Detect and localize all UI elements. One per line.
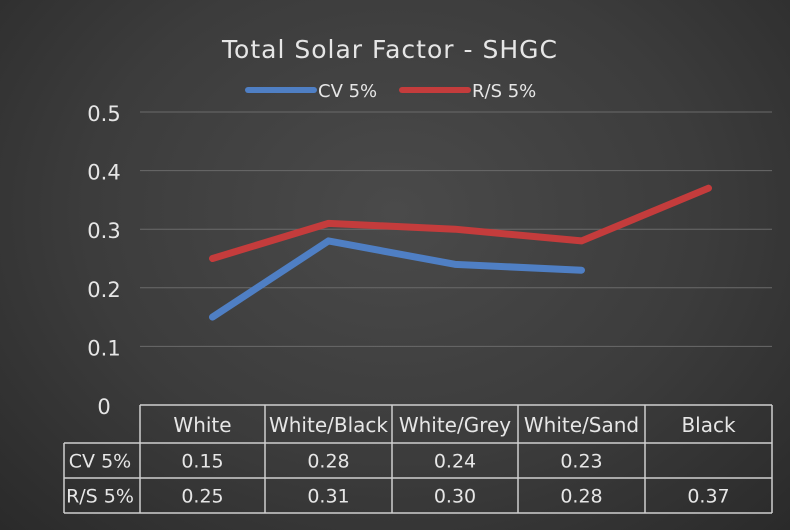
category-label: White	[173, 413, 231, 437]
table-row-label-cv-5: CV 5%	[69, 451, 131, 473]
chart-title: Total Solar Factor - SHGC	[221, 35, 558, 64]
series-line-cv-5	[209, 237, 585, 321]
y-tick-label: 0.5	[87, 102, 120, 126]
table-cell-value: 0.15	[181, 451, 223, 473]
category-label: White/Grey	[399, 413, 511, 437]
legend-label-r-s-5: R/S 5%	[472, 81, 536, 102]
series-lines	[209, 184, 712, 321]
y-tick-label: 0.4	[87, 161, 120, 185]
category-label: White/Black	[269, 413, 388, 437]
table-cell-value: 0.24	[434, 451, 476, 473]
y-axis-labels: 0 0.1 0.2 0.3 0.4 0.5	[87, 102, 120, 419]
table-cell-value: 0.28	[560, 486, 602, 508]
table-cell-value: 0.37	[687, 486, 729, 508]
legend-label-cv-5: CV 5%	[318, 81, 377, 102]
series-line-r-s-5	[209, 184, 712, 262]
table-cell-value: 0.30	[434, 486, 476, 508]
chart-legend: CV 5% R/S 5%	[245, 81, 536, 102]
y-tick-label: 0.2	[87, 278, 120, 302]
y-tick-label: 0.3	[87, 219, 120, 243]
y-tick-label: 0	[97, 395, 110, 419]
table-cell-value: 0.25	[181, 486, 223, 508]
table-row-label-r-s-5: R/S 5%	[66, 486, 134, 508]
y-tick-label: 0.1	[87, 336, 120, 360]
data-table: White White/Black White/Grey White/Sand Blac…	[63, 404, 773, 514]
category-label: Black	[681, 413, 736, 437]
table-cell-value: 0.23	[560, 451, 602, 473]
table-cell-value: 0.28	[307, 451, 349, 473]
table-cell-value: 0.31	[307, 486, 349, 508]
category-label: White/Sand	[524, 413, 639, 437]
